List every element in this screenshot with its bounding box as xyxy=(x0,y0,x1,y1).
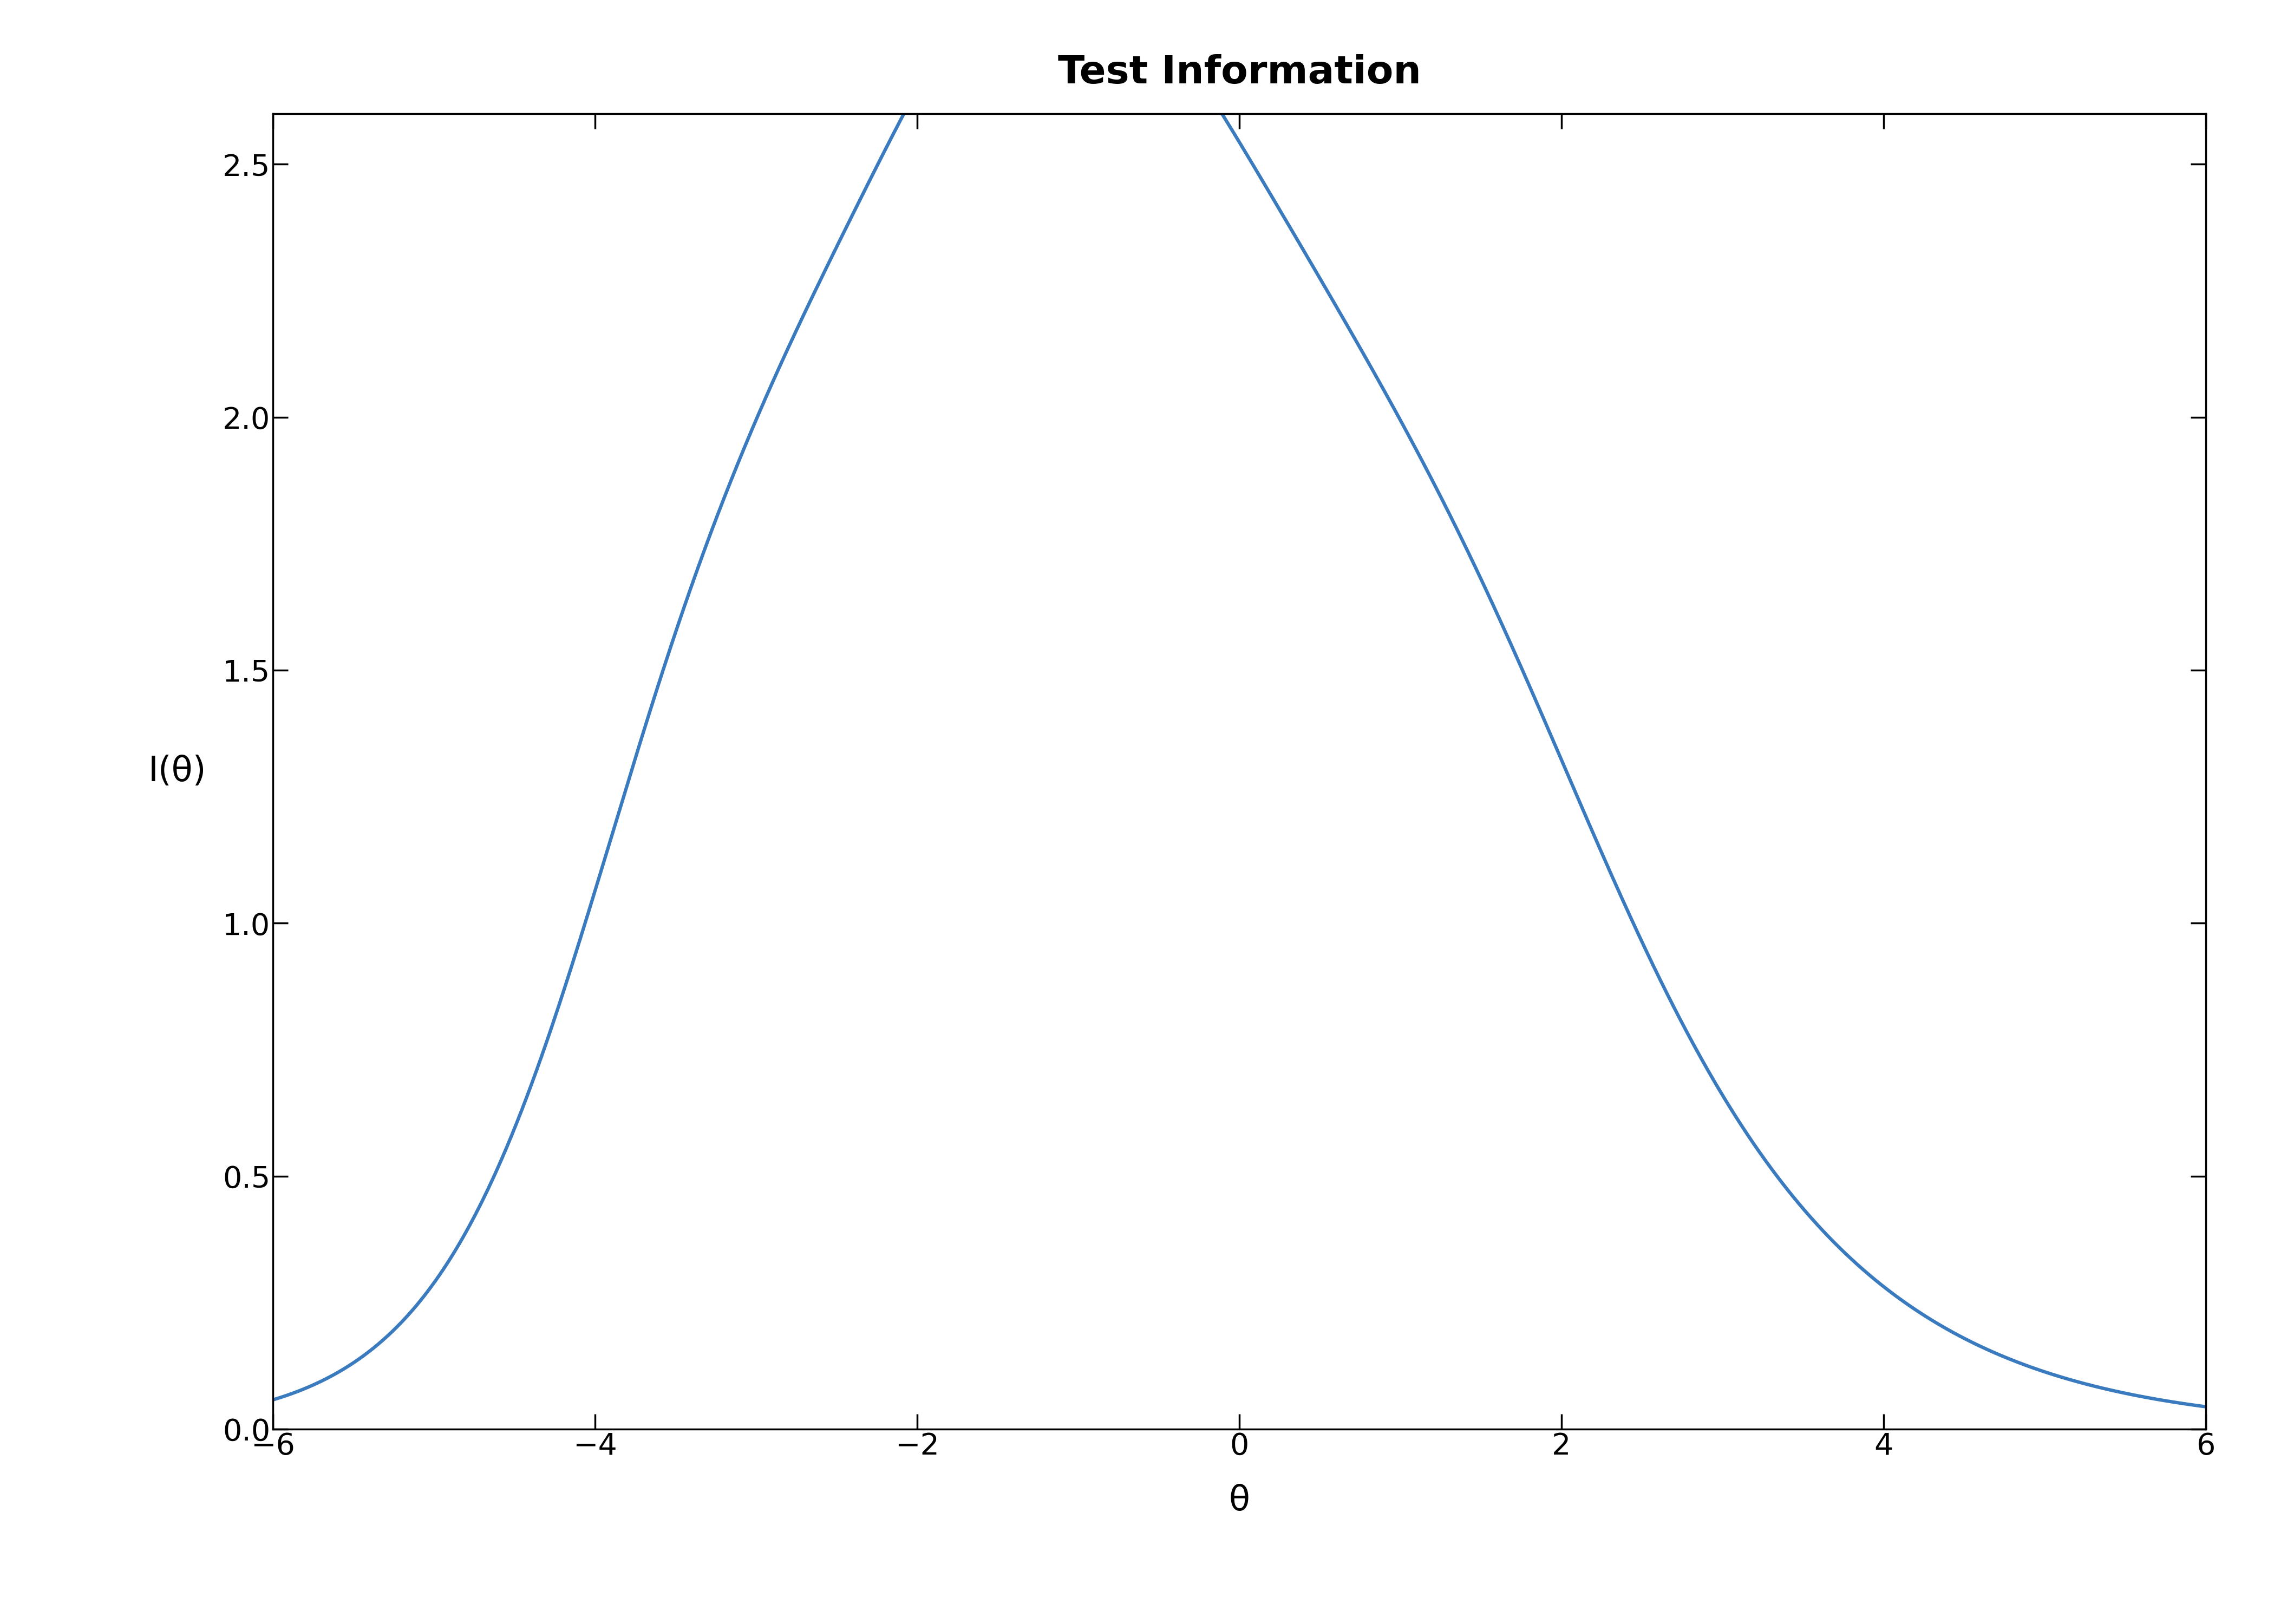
Y-axis label: I(θ): I(θ) xyxy=(148,755,207,788)
X-axis label: θ: θ xyxy=(1228,1484,1251,1517)
Title: Test Information: Test Information xyxy=(1057,54,1421,91)
